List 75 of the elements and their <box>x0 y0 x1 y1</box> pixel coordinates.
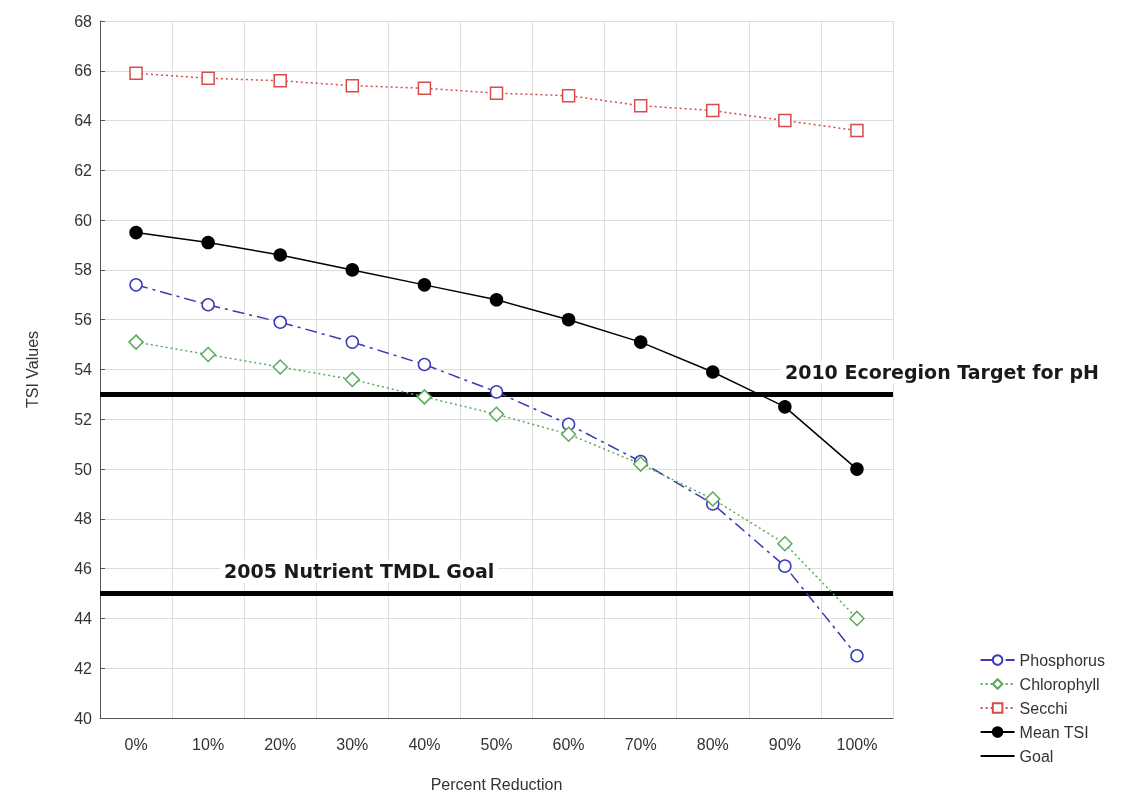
ref-line-label: 2005 Nutrient TMDL Goal <box>224 560 495 583</box>
x-tick-label: 0% <box>124 735 148 753</box>
point <box>272 359 288 375</box>
point <box>560 426 577 442</box>
y-tick-label: 40 <box>74 709 93 727</box>
point <box>201 71 215 85</box>
x-tick-label: 20% <box>264 735 297 753</box>
y-tick-label: 42 <box>74 659 93 677</box>
y-tick-label: 66 <box>74 62 93 80</box>
point <box>850 649 864 663</box>
legend-label: Mean TSI <box>1019 723 1089 741</box>
point <box>200 346 216 363</box>
point <box>705 491 721 507</box>
y-tick-label: 50 <box>74 460 93 478</box>
y-tick-label: 44 <box>74 609 93 627</box>
point <box>778 113 792 128</box>
x-tick-label: 80% <box>696 735 729 753</box>
y-axis-title: TSI Values <box>23 330 41 409</box>
legend-label: Chlorophyll <box>1019 675 1100 693</box>
point <box>489 293 504 307</box>
point <box>561 88 576 103</box>
legend-label: Goal <box>1019 747 1054 765</box>
point <box>128 334 144 350</box>
x-tick-label: 40% <box>408 735 441 753</box>
point <box>129 278 143 292</box>
y-tick-label: 56 <box>74 311 93 329</box>
x-tick-label: 100% <box>836 735 878 753</box>
point <box>201 298 215 312</box>
y-tick-label: 62 <box>74 161 93 179</box>
y-tick-label: 68 <box>74 12 93 30</box>
point <box>850 123 864 138</box>
x-tick-label: 30% <box>336 735 369 753</box>
point <box>706 103 720 118</box>
point <box>488 406 505 423</box>
y-tick-label: 54 <box>74 361 93 378</box>
x-tick-label: 50% <box>480 735 513 753</box>
point <box>489 385 504 399</box>
point <box>706 365 720 379</box>
point <box>849 610 865 627</box>
point <box>345 335 360 349</box>
y-tick-label: 64 <box>74 112 93 130</box>
point <box>633 98 648 113</box>
x-tick-label: 10% <box>192 735 225 753</box>
point <box>778 559 792 573</box>
point <box>850 462 864 476</box>
legend-label: Phosphorus <box>1019 651 1105 669</box>
x-axis-title: Percent Reduction <box>430 775 563 793</box>
x-tick-label: 70% <box>624 735 657 753</box>
point <box>129 66 143 81</box>
point <box>344 371 361 388</box>
x-tick-label: 60% <box>552 735 585 753</box>
point <box>561 312 576 327</box>
point <box>417 357 432 372</box>
point <box>417 81 432 95</box>
point <box>201 235 215 250</box>
y-tick-label: 58 <box>74 261 93 279</box>
point <box>273 73 287 88</box>
point <box>777 536 793 552</box>
legend-label: Secchi <box>1019 699 1068 717</box>
point <box>273 248 287 262</box>
point <box>417 278 432 292</box>
point <box>778 400 792 414</box>
point <box>633 335 648 349</box>
y-tick-label: 52 <box>74 410 93 428</box>
point <box>273 315 287 329</box>
y-tick-label: 48 <box>74 510 93 528</box>
y-tick-label: 60 <box>74 211 93 229</box>
x-tick-label: 90% <box>768 735 801 753</box>
point <box>416 389 433 405</box>
ref-line-label: 2010 Ecoregion Target for pH <box>784 360 1099 383</box>
point <box>489 86 504 100</box>
point <box>345 263 360 277</box>
point <box>345 78 360 93</box>
point <box>129 225 143 240</box>
y-tick-label: 46 <box>74 560 93 578</box>
